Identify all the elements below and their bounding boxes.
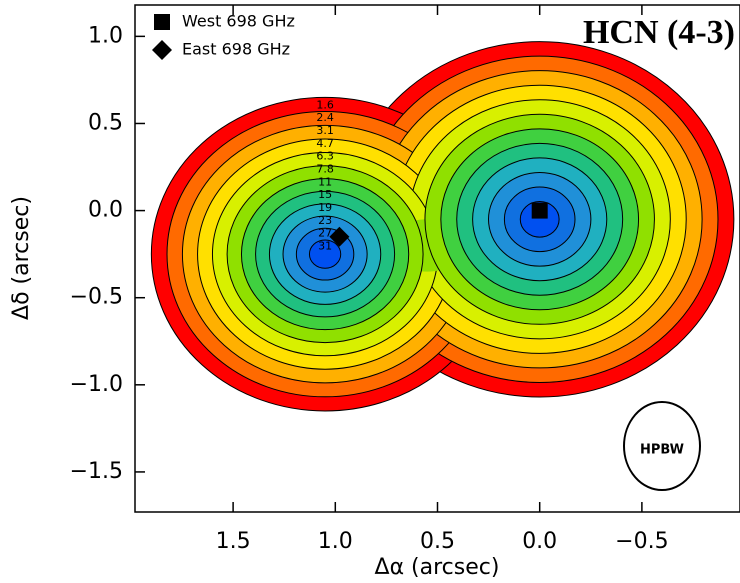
chart-title: HCN (4-3) [583, 14, 735, 51]
beam-label: HPBW [640, 443, 684, 458]
legend-symbol [154, 14, 170, 30]
y-tick-label: −1.5 [70, 459, 123, 484]
legend-label: East 698 GHz [182, 40, 290, 59]
x-tick-label: 1.0 [318, 529, 353, 554]
contour-label: 11 [318, 175, 332, 188]
y-tick-label: 0.0 [88, 198, 123, 223]
contour-label: 19 [318, 201, 332, 214]
contour-label: 23 [318, 214, 332, 227]
y-tick-label: 0.5 [88, 110, 123, 135]
contour-label: 7.8 [316, 162, 334, 175]
contour-label: 1.6 [316, 98, 334, 111]
legend-symbol [152, 40, 172, 60]
x-axis-label: Δα (arcsec) [375, 555, 500, 580]
marker [531, 202, 548, 219]
contour-label: 27 [318, 227, 332, 240]
y-tick-label: −1.0 [70, 372, 123, 397]
contour-label: 15 [318, 188, 332, 201]
x-tick-label: 0.0 [522, 529, 557, 554]
contour-label: 3.1 [316, 124, 334, 137]
contour-label: 31 [318, 239, 332, 252]
marker [329, 226, 350, 247]
x-tick-label: 1.5 [216, 529, 251, 554]
contour-label: 2.4 [316, 111, 334, 124]
legend-label: West 698 GHz [182, 12, 295, 31]
contour-label: 6.3 [316, 150, 334, 163]
y-tick-label: 1.0 [88, 23, 123, 48]
contour [519, 201, 560, 238]
contour [308, 239, 342, 269]
beam [623, 401, 701, 491]
contour-label: 4.7 [316, 137, 334, 150]
x-tick-label: 0.5 [420, 529, 455, 554]
y-axis-label: Δδ (arcsec) [9, 196, 34, 320]
x-tick-label: −0.5 [615, 529, 668, 554]
y-tick-label: −0.5 [70, 285, 123, 310]
